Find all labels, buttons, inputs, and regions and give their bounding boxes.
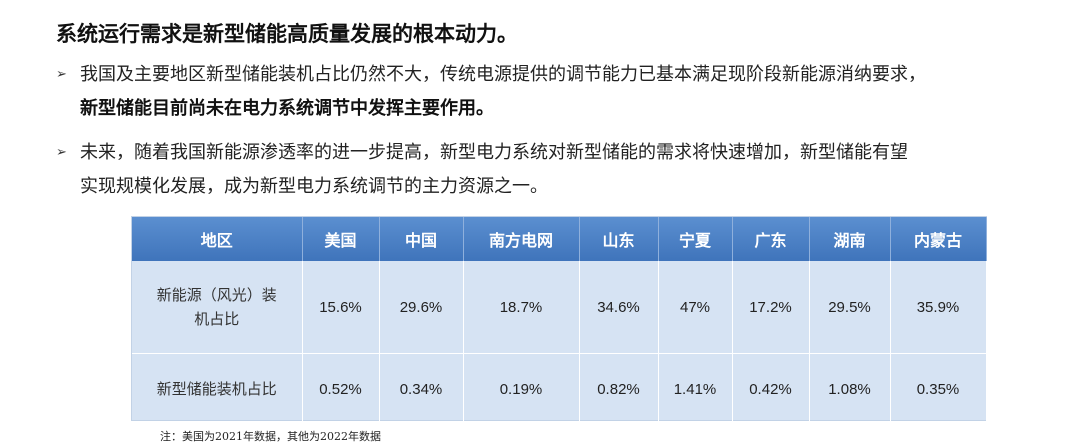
header-cell: 南方电网 <box>463 217 580 261</box>
header-cell: 内蒙古 <box>890 217 987 261</box>
bullet-1-line-1: 我国及主要地区新型储能装机占比仍然不大，传统电源提供的调节能力已基本满足现阶段新… <box>80 64 926 85</box>
arrow-bullet-icon: ➢ <box>56 145 67 160</box>
header-cell: 湖南 <box>809 217 891 261</box>
table-cell: 1.41% <box>658 353 733 425</box>
storage-share-table: 地区 美国 中国 南方电网 山东 宁夏 广东 湖南 内蒙古 新能源（风光）装 机… <box>131 216 987 425</box>
table-header-row: 地区 美国 中国 南方电网 山东 宁夏 广东 湖南 内蒙古 <box>132 217 987 261</box>
row-label: 新能源（风光）装 机占比 <box>132 261 303 354</box>
table-cell: 18.7% <box>463 261 580 354</box>
row-label-line-1: 新能源（风光）装 <box>156 286 277 304</box>
table-cell: 0.42% <box>732 353 810 425</box>
header-cell: 山东 <box>579 217 659 261</box>
header-cell: 美国 <box>302 217 380 261</box>
table-cell: 35.9% <box>890 261 987 354</box>
arrow-bullet-icon: ➢ <box>56 67 67 82</box>
table-cell: 1.08% <box>809 353 891 425</box>
table-row: 新型储能装机占比 0.52% 0.34% 0.19% 0.82% 1.41% 0… <box>132 353 987 425</box>
table-row: 新能源（风光）装 机占比 15.6% 29.6% 18.7% 34.6% 47%… <box>132 261 987 354</box>
header-cell: 中国 <box>379 217 464 261</box>
data-table: 地区 美国 中国 南方电网 山东 宁夏 广东 湖南 内蒙古 新能源（风光）装 机… <box>132 217 987 425</box>
bullet-1-text: 我国及主要地区新型储能装机占比仍然不大，传统电源提供的调节能力已基本满足现阶段新… <box>80 58 926 126</box>
table-footnote: 注：美国为2021年数据，其他为2022年数据 <box>160 430 381 443</box>
table-cell: 0.34% <box>379 353 464 425</box>
row-label: 新型储能装机占比 <box>132 353 303 425</box>
bullet-item-2: ➢ 未来，随着我国新能源渗透率的进一步提高，新型电力系统对新型储能的需求将快速增… <box>56 136 908 197</box>
header-cell: 广东 <box>732 217 810 261</box>
row-label-line-2: 机占比 <box>194 310 240 328</box>
bullet-1-line-2: 新型储能目前尚未在电力系统调节中发挥主要作用。 <box>80 98 494 119</box>
table-cell: 29.6% <box>379 261 464 354</box>
table-cell: 34.6% <box>579 261 659 354</box>
table-cell: 0.82% <box>579 353 659 425</box>
table-cell: 15.6% <box>302 261 380 354</box>
bullet-2-line-1: 未来，随着我国新能源渗透率的进一步提高，新型电力系统对新型储能的需求将快速增加，… <box>80 142 908 163</box>
table-cell: 17.2% <box>732 261 810 354</box>
table-cell: 0.35% <box>890 353 987 425</box>
table-cell: 0.52% <box>302 353 380 425</box>
bullet-2-text: 未来，随着我国新能源渗透率的进一步提高，新型电力系统对新型储能的需求将快速增加，… <box>80 136 908 204</box>
table-cell: 29.5% <box>809 261 891 354</box>
bullet-item-1: ➢ 我国及主要地区新型储能装机占比仍然不大，传统电源提供的调节能力已基本满足现阶… <box>56 58 926 119</box>
table-cell: 47% <box>658 261 733 354</box>
bullet-2-line-2: 实现规模化发展，成为新型电力系统调节的主力资源之一。 <box>80 176 548 197</box>
header-cell-region: 地区 <box>132 217 303 261</box>
header-cell: 宁夏 <box>658 217 733 261</box>
page-heading: 系统运行需求是新型储能高质量发展的根本动力。 <box>56 22 518 46</box>
table-cell: 0.19% <box>463 353 580 425</box>
